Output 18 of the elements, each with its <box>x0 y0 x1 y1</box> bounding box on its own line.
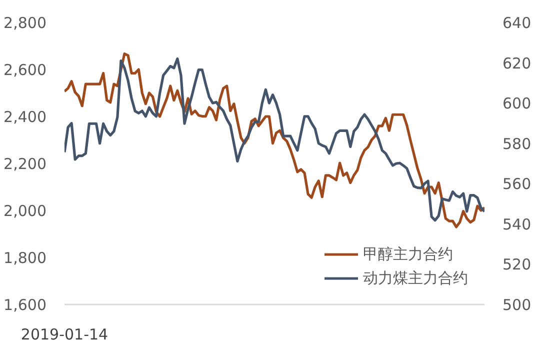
y2-tick-label: 520 <box>502 256 532 274</box>
y-tick-label: 2,400 <box>4 108 47 126</box>
legend-label: 动力煤主力合约 <box>363 268 468 288</box>
y2-tick-label: 640 <box>502 14 532 32</box>
y2-tick-label: 580 <box>502 134 532 153</box>
y-tick-label: 2,000 <box>4 202 47 220</box>
y2-tick-label: 600 <box>502 94 532 113</box>
y-tick-label: 1,800 <box>4 249 47 267</box>
y-tick-label: 2,600 <box>4 61 47 79</box>
x-tick-label: 2019-01-14 <box>20 326 108 344</box>
y-tick-label: 2,200 <box>4 155 47 173</box>
legend-label: 甲醇主力合约 <box>363 244 453 264</box>
y2-tick-label: 540 <box>502 215 532 234</box>
y-tick-label: 2,800 <box>4 14 47 32</box>
y2-tick-label: 560 <box>502 175 532 194</box>
y2-tick-label: 620 <box>502 54 532 72</box>
y-tick-label: 1,600 <box>4 296 47 314</box>
y2-tick-label: 500 <box>502 296 532 314</box>
